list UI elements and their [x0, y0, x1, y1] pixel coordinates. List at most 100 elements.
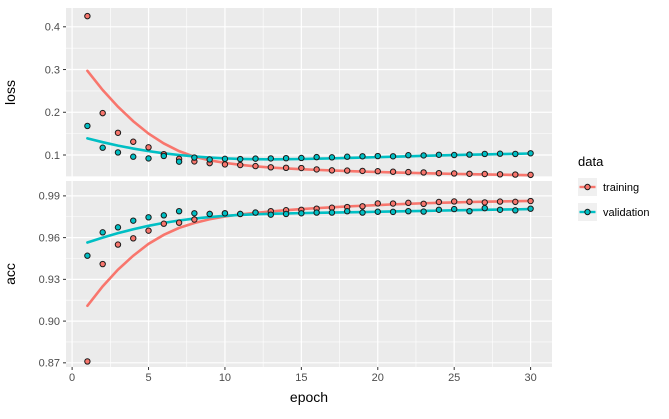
data-point	[99, 229, 106, 236]
data-point	[313, 209, 320, 216]
data-point	[420, 200, 427, 208]
data-point	[145, 155, 152, 162]
data-point	[435, 151, 443, 158]
panel-background	[66, 8, 552, 177]
data-point	[99, 260, 106, 268]
data-point	[527, 205, 534, 212]
gridlines-major	[66, 8, 552, 177]
legend-key-point	[584, 183, 591, 191]
data-point	[359, 203, 366, 210]
data-point	[374, 152, 381, 160]
x-tick-label: 10	[219, 372, 231, 384]
data-point	[175, 207, 183, 215]
y-tick-label: 0.3	[45, 64, 60, 76]
data-point	[298, 210, 305, 217]
data-point	[450, 170, 458, 177]
data-point	[130, 153, 137, 160]
data-point	[450, 198, 458, 205]
legend-title: data	[578, 154, 604, 169]
data-point	[328, 167, 336, 174]
data-point	[221, 155, 229, 163]
data-point	[405, 168, 412, 176]
data-point	[435, 169, 443, 177]
x-tick-label: 25	[448, 372, 460, 384]
data-point	[359, 209, 366, 216]
data-point	[527, 150, 534, 157]
y-tick-label: 0.1	[45, 150, 60, 162]
legend: data training validation	[578, 154, 649, 221]
data-point	[527, 171, 534, 179]
data-point	[237, 155, 244, 163]
data-point	[389, 168, 397, 175]
data-point	[191, 216, 198, 223]
data-point	[206, 210, 213, 218]
points-validation-acc	[84, 204, 534, 259]
y-axis-title-loss: loss	[2, 80, 18, 105]
data-point	[466, 198, 473, 205]
data-point	[99, 144, 106, 151]
legend-key-point	[584, 208, 591, 216]
data-point	[344, 167, 351, 174]
legend-items: training validation	[578, 178, 649, 221]
panel-loss: 0.1 0.2 0.3 0.4	[45, 8, 552, 179]
data-point	[328, 209, 336, 216]
points-training-acc	[84, 197, 534, 365]
data-point	[130, 138, 137, 145]
x-tick-label: 15	[295, 372, 307, 384]
data-point	[512, 198, 519, 206]
data-point	[160, 152, 168, 160]
data-point	[389, 208, 397, 216]
legend-label: validation	[603, 207, 649, 219]
x-tick-label: 5	[145, 372, 151, 384]
data-point	[389, 200, 397, 207]
data-point	[252, 155, 259, 162]
data-point	[466, 170, 473, 177]
data-point	[405, 152, 412, 159]
data-point	[114, 224, 122, 231]
legend-item-training: training	[578, 178, 639, 196]
data-point	[374, 168, 381, 175]
y-tick-label: 0.93	[39, 274, 60, 286]
data-point	[527, 197, 534, 205]
data-point	[206, 156, 213, 163]
data-point	[221, 161, 229, 168]
data-point	[114, 149, 122, 156]
data-point	[267, 211, 274, 218]
panel-acc: 0.87 0.90 0.93 0.96 0.99	[39, 181, 552, 370]
data-point	[496, 171, 504, 178]
data-point	[405, 207, 412, 215]
y-tick-label: 0.87	[39, 358, 60, 370]
data-point	[374, 200, 381, 207]
data-point	[84, 358, 91, 365]
data-point	[237, 161, 244, 169]
data-point	[130, 217, 137, 224]
data-point	[512, 171, 519, 178]
data-point	[420, 208, 427, 215]
data-point	[496, 206, 504, 213]
x-axis: 0 5 10 15 20 25 30	[69, 367, 537, 384]
x-tick-label: 30	[524, 372, 536, 384]
points-validation-loss	[84, 122, 534, 165]
x-axis-title: epoch	[290, 389, 328, 405]
points-training-loss	[84, 12, 534, 179]
data-point	[298, 164, 305, 172]
data-point	[435, 198, 443, 206]
data-point	[237, 210, 244, 218]
x-tick-label: 20	[372, 372, 384, 384]
data-point	[359, 167, 366, 175]
data-point	[374, 208, 381, 215]
data-point	[389, 153, 397, 160]
data-point	[130, 235, 137, 242]
data-point	[359, 153, 366, 160]
data-point	[481, 150, 488, 158]
data-point	[84, 252, 91, 259]
data-point	[99, 109, 106, 117]
data-point	[252, 209, 259, 216]
y-tick-label: 0.99	[39, 191, 60, 203]
y-tick-label: 0.2	[45, 107, 60, 119]
data-point	[344, 207, 351, 215]
data-point	[298, 154, 305, 162]
data-point	[313, 153, 320, 161]
data-point	[328, 154, 336, 161]
